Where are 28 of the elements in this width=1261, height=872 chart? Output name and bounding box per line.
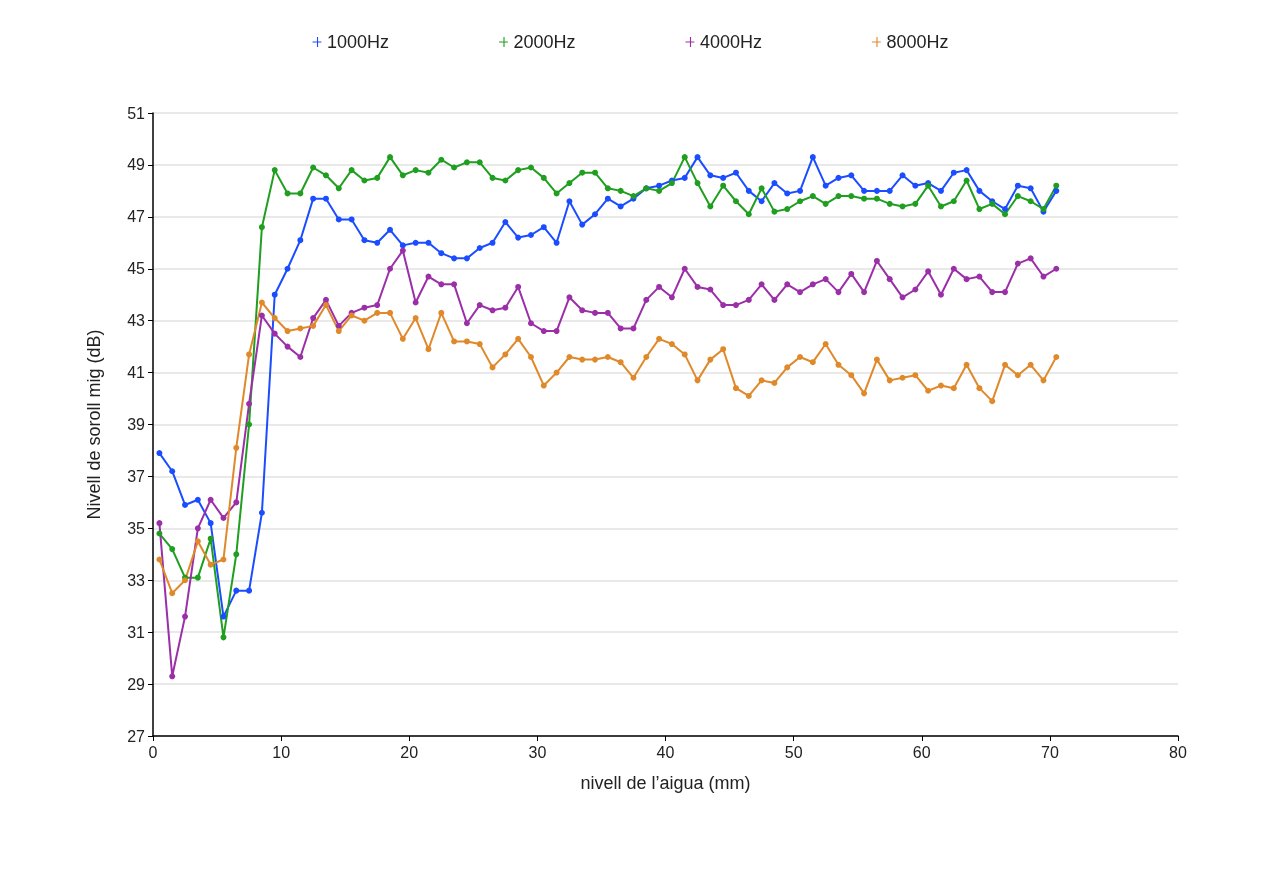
y-tick-label: 49 — [127, 156, 146, 174]
y-tick-label: 33 — [127, 571, 146, 589]
y-tick-label: 43 — [127, 312, 146, 330]
x-tick-label: 80 — [1169, 743, 1187, 761]
y-tick-label: 45 — [127, 260, 146, 278]
legend-label: 2000Hz — [513, 32, 576, 52]
x-tick-label: 10 — [272, 743, 291, 761]
legend-label: 4000Hz — [699, 32, 762, 52]
y-tick-label: 47 — [127, 208, 146, 226]
y-tick-label: 37 — [127, 467, 146, 485]
x-tick-label: 60 — [912, 743, 931, 761]
x-tick-label: 40 — [656, 743, 675, 761]
y-axis-title: Nivell de soroll mig (dB) — [84, 329, 104, 520]
x-axis-title: nivell de l’aigua (mm) — [580, 773, 751, 793]
x-tick-label: 30 — [528, 743, 547, 761]
legend-label: 8000Hz — [886, 32, 949, 52]
x-tick-label: 50 — [784, 743, 803, 761]
legend-label: 1000Hz — [326, 32, 390, 52]
x-tick-label: 20 — [400, 743, 419, 761]
y-tick-label: 27 — [127, 727, 146, 745]
x-tick-label: 0 — [148, 743, 158, 761]
x-tick-label: 70 — [1040, 743, 1059, 761]
y-tick-label: 41 — [127, 364, 146, 382]
y-tick-label: 29 — [127, 675, 146, 693]
y-tick-label: 35 — [127, 519, 146, 537]
y-tick-label: 51 — [127, 104, 146, 122]
y-tick-label: 39 — [127, 416, 146, 433]
y-tick-label: 31 — [127, 623, 146, 641]
